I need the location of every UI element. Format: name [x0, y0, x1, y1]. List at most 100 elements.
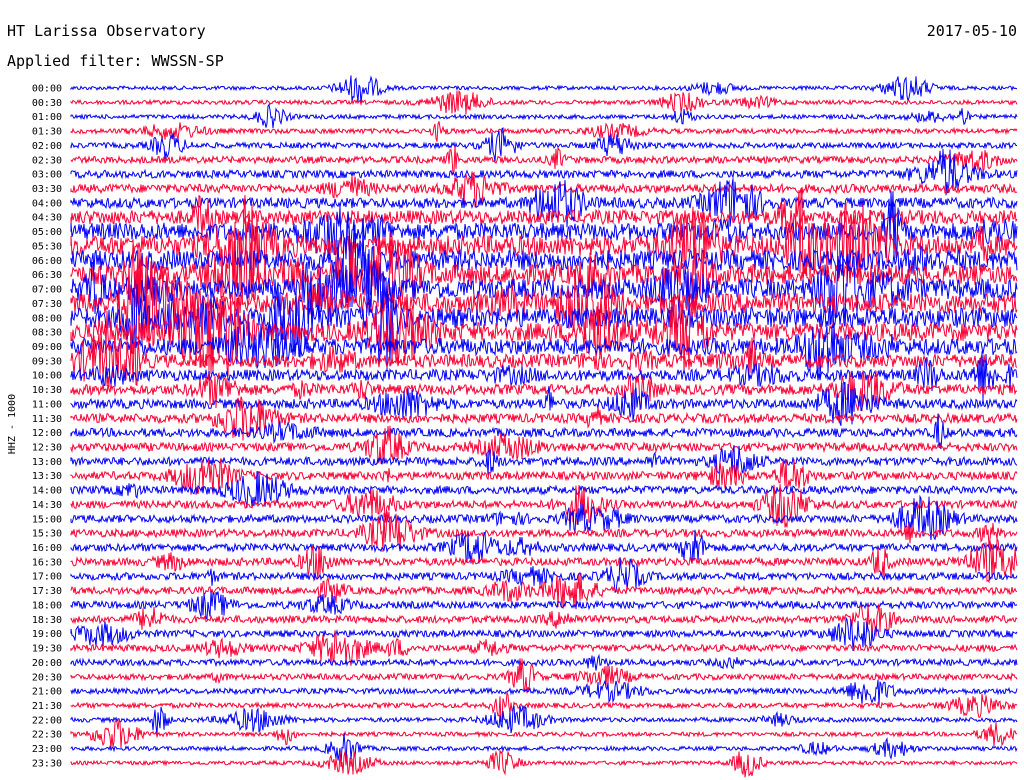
trace-line [70, 121, 1018, 142]
time-tick-label: 00:30 [32, 98, 62, 109]
trace-line [70, 188, 1018, 291]
trace-line [70, 321, 1018, 379]
time-tick-label: 17:30 [32, 586, 62, 597]
trace-line [70, 351, 1018, 401]
trace-line [70, 679, 1018, 706]
time-tick-label: 10:00 [32, 371, 62, 382]
time-tick-label: 04:00 [32, 198, 62, 209]
time-tick-label: 07:30 [32, 299, 62, 310]
trace-line [70, 425, 1018, 465]
time-tick-label: 06:30 [32, 270, 62, 281]
time-tick-label: 02:00 [32, 141, 62, 152]
time-tick-label: 16:30 [32, 557, 62, 568]
time-tick-label: 18:30 [32, 615, 62, 626]
time-tick-label: 11:00 [32, 399, 62, 410]
trace-line [70, 445, 1018, 479]
trace-line [70, 573, 1018, 610]
trace-line [70, 750, 1018, 778]
time-tick-label: 12:30 [32, 443, 62, 454]
trace-line [70, 557, 1018, 593]
time-tick-label: 08:30 [32, 328, 62, 339]
trace-line [70, 692, 1018, 723]
time-tick-label: 01:30 [32, 127, 62, 138]
trace-line [70, 381, 1018, 426]
trace-line [70, 616, 1018, 652]
time-tick-label: 15:00 [32, 514, 62, 525]
time-tick-label: 21:00 [32, 687, 62, 698]
y-axis-label: HHZ - 1000 [7, 394, 18, 454]
trace-line [70, 653, 1018, 671]
time-tick-label: 22:00 [32, 715, 62, 726]
trace-line [70, 253, 1018, 328]
time-tick-label: 23:00 [32, 744, 62, 755]
trace-line [70, 458, 1018, 495]
time-tick-label: 08:00 [32, 313, 62, 324]
time-tick-label: 20:30 [32, 672, 62, 683]
time-tick-label: 07:00 [32, 285, 62, 296]
trace-line [70, 149, 1018, 196]
time-tick-label: 02:30 [32, 155, 62, 166]
trace-line [70, 538, 1018, 584]
time-tick-label: 18:00 [32, 600, 62, 611]
time-tick-label: 19:00 [32, 629, 62, 640]
trace-line [70, 705, 1018, 735]
trace-line [70, 471, 1018, 508]
trace-line [70, 494, 1018, 541]
time-tick-label: 09:30 [32, 356, 62, 367]
time-tick-label: 04:30 [32, 213, 62, 224]
trace-line [70, 413, 1018, 450]
time-tick-label: 12:00 [32, 428, 62, 439]
trace-line [70, 591, 1018, 621]
trace-line [70, 733, 1018, 765]
trace-line [70, 219, 1018, 308]
filter-label: Applied filter: WWSSN-SP [7, 52, 224, 70]
time-tick-label: 09:00 [32, 342, 62, 353]
trace-line [70, 275, 1018, 372]
trace-line [70, 718, 1018, 749]
time-tick-label: 15:30 [32, 529, 62, 540]
time-tick-label: 10:30 [32, 385, 62, 396]
time-tick-label: 14:00 [32, 486, 62, 497]
trace-line [70, 529, 1018, 564]
trace-line [70, 171, 1018, 208]
trace-line [70, 103, 1018, 129]
trace-line [70, 194, 1018, 236]
trace-line [70, 331, 1018, 388]
station-title: HT Larissa Observatory [7, 22, 206, 40]
time-tick-label: 14:30 [32, 500, 62, 511]
trace-line [70, 75, 1018, 104]
time-tick-label: 13:00 [32, 457, 62, 468]
time-tick-label: 11:30 [32, 414, 62, 425]
trace-line [70, 511, 1018, 552]
time-tick-label: 06:00 [32, 256, 62, 267]
time-tick-labels: 00:00 00:30 01:00 01:30 02:00 02:30 03:00 03:30… [32, 84, 62, 770]
trace-line [70, 396, 1018, 441]
time-tick-label: 00:00 [32, 84, 62, 95]
trace-line [70, 658, 1018, 694]
time-tick-label: 03:00 [32, 170, 62, 181]
trace-line [70, 232, 1018, 311]
trace-line [70, 603, 1018, 637]
time-tick-label: 05:30 [32, 241, 62, 252]
time-tick-label: 17:00 [32, 572, 62, 583]
time-tick-label: 19:30 [32, 644, 62, 655]
time-tick-label: 22:30 [32, 730, 62, 741]
time-tick-label: 13:30 [32, 471, 62, 482]
time-tick-label: 20:00 [32, 658, 62, 669]
record-date: 2017-05-10 [927, 22, 1017, 40]
trace-line [70, 127, 1017, 162]
trace-line [70, 630, 1018, 666]
trace-line [70, 145, 1018, 176]
time-tick-label: 21:30 [32, 701, 62, 712]
trace-line [70, 484, 1018, 528]
time-tick-label: 03:30 [32, 184, 62, 195]
time-tick-label: 23:30 [32, 758, 62, 769]
time-tick-label: 01:00 [32, 112, 62, 123]
trace-line [70, 257, 1018, 355]
trace-line [70, 90, 1018, 115]
time-tick-label: 05:00 [32, 227, 62, 238]
time-tick-label: 16:00 [32, 543, 62, 554]
trace-line [70, 178, 1018, 228]
seismic-traces [70, 75, 1018, 778]
